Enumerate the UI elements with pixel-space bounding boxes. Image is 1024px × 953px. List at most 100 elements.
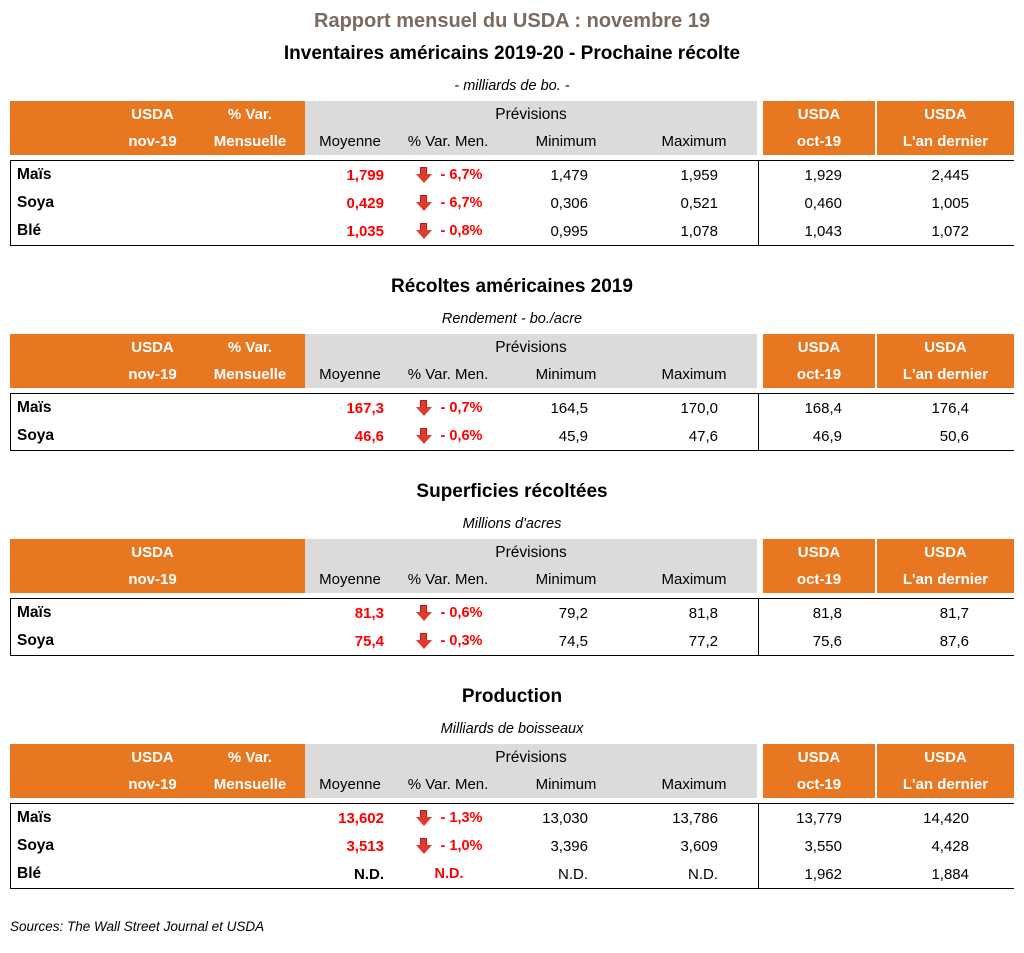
var-men-value: - 6,7% (440, 167, 483, 183)
cell-oct19: 3,550 (764, 832, 876, 860)
empty-cell (196, 860, 306, 888)
down-arrow-icon (415, 167, 432, 183)
down-arrow-icon (415, 223, 432, 239)
down-arrow-icon (415, 838, 432, 854)
row-label: Soya (11, 422, 111, 450)
divider-cell (758, 217, 764, 245)
header-minimum: Minimum (501, 361, 631, 388)
header-moyenne: Moyenne (305, 771, 395, 798)
header-gap (757, 128, 763, 155)
empty-cell (196, 161, 306, 189)
cell-moyenne: 75,4 (306, 627, 396, 655)
header-gap (757, 771, 763, 798)
cell-oct19: 0,460 (764, 189, 876, 217)
cell-oct19: 1,962 (764, 860, 876, 888)
header-maximum: Maximum (631, 566, 757, 593)
header-pct-var-men: % Var. Men. (395, 361, 501, 388)
down-arrow-icon (415, 633, 432, 649)
row-label: Maïs (11, 161, 111, 189)
row-label: Blé (11, 860, 111, 888)
table-body: Maïs 81,3 - 0,6% 79,2 81,8 81,8 81,7 Soy… (10, 598, 1015, 656)
cell-oct19: 168,4 (764, 394, 876, 422)
empty-cell (196, 189, 306, 217)
header-corner (10, 744, 110, 771)
header-corner (10, 101, 110, 128)
cell-oct19: 1,929 (764, 161, 876, 189)
header-gap (757, 101, 763, 128)
cell-maximum: 81,8 (632, 599, 758, 627)
var-men-value: N.D. (434, 866, 464, 882)
section-unit: Rendement - bo./acre (441, 311, 583, 327)
cell-var-men: - 0,6% (396, 422, 502, 450)
cell-var-men: - 0,7% (396, 394, 502, 422)
empty-cell (111, 627, 196, 655)
var-men-value: - 6,7% (440, 195, 483, 211)
section-recoltes: Récoltes américaines 2019 Rendement - bo… (10, 276, 1015, 451)
section-title: Récoltes américaines 2019 (391, 276, 633, 297)
section-unit: - milliards de bo. - (454, 78, 570, 94)
header-gap (757, 744, 763, 771)
header-pct-var-men: % Var. Men. (395, 566, 501, 593)
cell-minimum: 1,479 (502, 161, 632, 189)
header-pct-var-empty (195, 539, 305, 566)
cell-lan-dernier: 14,420 (876, 804, 1015, 832)
header-nov19: nov-19 (110, 361, 195, 388)
table-body: Maïs 167,3 - 0,7% 164,5 170,0 168,4 176,… (10, 393, 1015, 451)
cell-moyenne: 81,3 (306, 599, 396, 627)
header-lan-dernier: L'an dernier (875, 771, 1014, 798)
header-pct-var: % Var. (195, 101, 305, 128)
cell-var-men: - 0,3% (396, 627, 502, 655)
empty-cell (196, 394, 306, 422)
var-men-value: - 0,7% (440, 400, 483, 416)
header-usda-oct: USDA (763, 334, 875, 361)
section-inventaires: Inventaires américains 2019-20 - Prochai… (10, 43, 1015, 246)
header-oct19: oct-19 (763, 361, 875, 388)
cell-var-men: - 0,6% (396, 599, 502, 627)
cell-moyenne: 1,035 (306, 217, 396, 245)
divider-cell (758, 161, 764, 189)
cell-minimum: 79,2 (502, 599, 632, 627)
cell-oct19: 46,9 (764, 422, 876, 450)
empty-cell (196, 599, 306, 627)
cell-maximum: 1,959 (632, 161, 758, 189)
header-gap (757, 566, 763, 593)
header-corner (10, 539, 110, 566)
table-header: USDA Prévisions USDA USDA nov-19 Moyenne… (10, 539, 1014, 593)
divider-cell (758, 394, 764, 422)
header-mensuelle: Mensuelle (195, 361, 305, 388)
header-corner2 (10, 128, 110, 155)
cell-lan-dernier: 1,005 (876, 189, 1015, 217)
header-mensuelle: Mensuelle (195, 771, 305, 798)
header-lan-dernier: L'an dernier (875, 128, 1014, 155)
empty-cell (196, 832, 306, 860)
cell-moyenne: 0,429 (306, 189, 396, 217)
cell-var-men: - 6,7% (396, 189, 502, 217)
empty-cell (196, 804, 306, 832)
cell-lan-dernier: 176,4 (876, 394, 1015, 422)
header-maximum: Maximum (631, 128, 757, 155)
header-previsions: Prévisions (305, 744, 757, 771)
var-men-value: - 0,8% (440, 223, 483, 239)
header-gap (757, 361, 763, 388)
header-mensuelle: Mensuelle (195, 128, 305, 155)
cell-minimum: 0,306 (502, 189, 632, 217)
page-title: Rapport mensuel du USDA : novembre 19 (314, 10, 710, 32)
header-minimum: Minimum (501, 566, 631, 593)
cell-minimum: 13,030 (502, 804, 632, 832)
cell-lan-dernier: 1,072 (876, 217, 1015, 245)
table-body: Maïs 1,799 - 6,7% 1,479 1,959 1,929 2,44… (10, 160, 1015, 246)
cell-lan-dernier: 1,884 (876, 860, 1015, 888)
cell-var-men: - 6,7% (396, 161, 502, 189)
var-men-value: - 0,3% (440, 633, 483, 649)
header-corner (10, 334, 110, 361)
divider-cell (758, 804, 764, 832)
header-oct19: oct-19 (763, 566, 875, 593)
down-arrow-icon (415, 400, 432, 416)
header-pct-var-men: % Var. Men. (395, 128, 501, 155)
header-usda-last: USDA (875, 539, 1014, 566)
row-label: Blé (11, 217, 111, 245)
header-nov19: nov-19 (110, 566, 195, 593)
header-usda-oct: USDA (763, 539, 875, 566)
cell-var-men: - 1,3% (396, 804, 502, 832)
